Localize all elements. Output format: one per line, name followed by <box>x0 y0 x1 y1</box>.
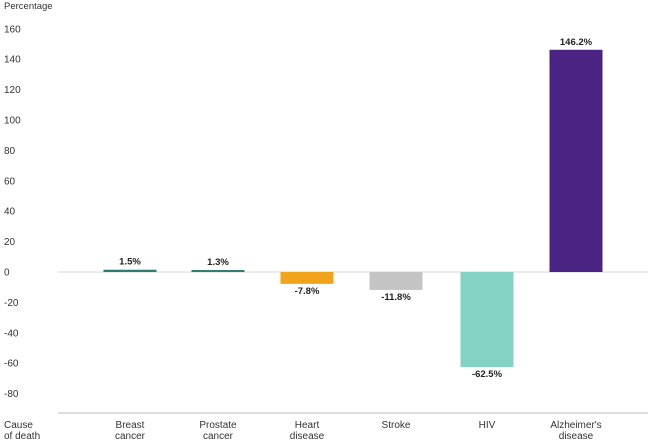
category-label: Breast <box>116 420 145 431</box>
y-tick-label: -80 <box>4 389 19 400</box>
x-axis-label-line: of death <box>4 431 40 442</box>
bar <box>460 272 514 367</box>
data-label: 146.2% <box>560 37 593 48</box>
y-tick-label: 120 <box>4 85 21 96</box>
y-tick-label: 0 <box>4 268 10 279</box>
data-label: 1.3% <box>207 257 229 268</box>
bars <box>103 49 603 367</box>
category-label: disease <box>559 431 594 442</box>
bar <box>369 272 423 290</box>
category-labels: BreastcancerProstatecancerHeartdiseaseSt… <box>115 420 602 442</box>
data-label: -62.5% <box>472 369 503 380</box>
y-tick-label: 160 <box>4 24 21 35</box>
x-axis-label-line: Cause <box>4 420 33 431</box>
category-label: Stroke <box>382 420 411 431</box>
bar <box>191 270 245 272</box>
category-label: cancer <box>203 431 234 442</box>
data-label: -7.8% <box>295 286 320 297</box>
category-label: cancer <box>115 431 146 442</box>
data-labels: 1.5% 1.3% -7.8% -11.8% -62.5% 146.2% <box>119 37 592 380</box>
category-label: Prostate <box>199 420 237 431</box>
category-label: Heart <box>295 420 320 431</box>
y-tick-label: 100 <box>4 116 21 127</box>
category-label: Alzheimer's <box>550 420 601 431</box>
bar <box>103 269 157 272</box>
y-axis-label: Percentage <box>4 1 53 12</box>
y-tick-label: 60 <box>4 176 16 187</box>
y-tick-label: -60 <box>4 359 19 370</box>
bar <box>280 272 334 284</box>
category-label: HIV <box>479 420 496 431</box>
y-tick-label: 140 <box>4 55 21 66</box>
data-label: 1.5% <box>119 257 141 268</box>
y-tick-label: 40 <box>4 207 16 218</box>
y-axis-ticks: 160 140 120 100 80 60 40 20 0 -20 -40 -60 -80 <box>4 24 21 400</box>
y-tick-label: -40 <box>4 328 19 339</box>
bar <box>549 49 603 272</box>
category-label: disease <box>290 431 325 442</box>
y-tick-label: -20 <box>4 298 19 309</box>
y-tick-label: 20 <box>4 237 16 248</box>
data-label: -11.8% <box>381 292 411 303</box>
y-tick-label: 80 <box>4 146 16 157</box>
